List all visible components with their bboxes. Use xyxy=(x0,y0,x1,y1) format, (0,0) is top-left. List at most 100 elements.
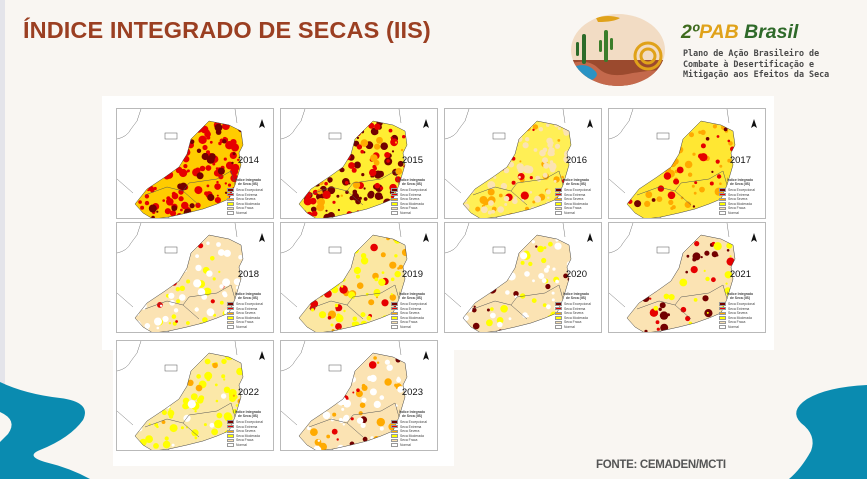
legend-item: Seca Excepcional xyxy=(227,420,269,425)
legend-label: Normal xyxy=(236,324,247,329)
legend-label: Normal xyxy=(564,210,575,215)
legend-swatch xyxy=(719,302,726,306)
drought-map-icon xyxy=(609,223,736,332)
legend-swatch xyxy=(719,211,726,215)
legend-label: Seca Severa xyxy=(400,429,420,434)
legend-item: Normal xyxy=(227,325,269,330)
legend-label: Seca Moderada xyxy=(236,201,260,206)
north-arrow-icon xyxy=(259,119,265,128)
brand-prefix: 2º xyxy=(681,21,699,43)
legend-item: Seca Fraca xyxy=(227,438,269,443)
legend-swatch xyxy=(227,188,234,192)
legend-label: Normal xyxy=(236,210,247,215)
map-panel-2014: 2014 Índice Integrado de Seca (IIS) Seca … xyxy=(116,108,274,219)
map-year-label: 2020 xyxy=(565,269,587,280)
legend-label: Seca Extrema xyxy=(236,306,258,311)
map-year-label: 2023 xyxy=(401,387,423,398)
legend-item: Seca Moderada xyxy=(391,202,433,207)
legend-label: Normal xyxy=(236,442,247,447)
legend-title-line: de Seca (IIS) xyxy=(565,296,587,301)
legend-label: Normal xyxy=(400,442,411,447)
legend-item: Seca Severa xyxy=(391,311,433,316)
map-panel-2020: 2020 Índice Integrado de Seca (IIS) Seca … xyxy=(444,222,602,333)
legend-label: Seca Excepcional xyxy=(728,187,755,192)
legend-swatch xyxy=(555,302,562,306)
legend-label: Seca Moderada xyxy=(236,433,260,438)
legend-title: Índice Integrado de Seca (IIS) xyxy=(391,178,433,187)
legend-title-line: Índice Integrado xyxy=(562,292,590,296)
map-panel-2018: 2018 Índice Integrado de Seca (IIS) Seca … xyxy=(116,222,274,333)
legend-item: Seca Severa xyxy=(227,197,269,202)
legend-swatch xyxy=(227,307,234,311)
legend-title-line: Índice Integrado xyxy=(398,410,426,414)
map-panel-2023: 2023 Índice Integrado de Seca (IIS) Seca … xyxy=(280,340,438,451)
legend-swatch xyxy=(227,211,234,215)
legend-swatch xyxy=(555,193,562,197)
legend-item: Seca Moderada xyxy=(391,316,433,321)
legend-label: Normal xyxy=(564,324,575,329)
legend-label: Seca Extrema xyxy=(236,192,258,197)
legend-item: Seca Excepcional xyxy=(719,302,761,307)
legend-item: Seca Excepcional xyxy=(227,302,269,307)
legend-title-line: de Seca (IIS) xyxy=(237,414,259,419)
legend-swatch xyxy=(555,211,562,215)
source-credit: FONTE: CEMADEN/MCTI xyxy=(596,459,726,471)
legend-swatch xyxy=(227,420,234,424)
legend-label: Seca Extrema xyxy=(564,192,586,197)
legend-label: Seca Fraca xyxy=(236,320,254,325)
drought-map-icon xyxy=(117,341,244,450)
legend-item: Normal xyxy=(555,211,597,216)
legend-item: Seca Severa xyxy=(555,197,597,202)
legend-label: Seca Fraca xyxy=(400,320,418,325)
legend-swatch xyxy=(719,316,726,320)
legend-label: Seca Severa xyxy=(236,429,256,434)
legend-label: Normal xyxy=(400,324,411,329)
legend-swatch xyxy=(227,197,234,201)
legend-label: Seca Severa xyxy=(236,197,256,202)
legend-item: Seca Fraca xyxy=(719,320,761,325)
pab-logo-icon xyxy=(571,14,665,86)
legend-item: Normal xyxy=(555,325,597,330)
legend-swatch xyxy=(555,188,562,192)
map-year-label: 2022 xyxy=(237,387,259,398)
legend-swatch xyxy=(391,307,398,311)
legend-item: Seca Severa xyxy=(555,311,597,316)
drought-map-icon xyxy=(117,109,244,218)
legend-label: Seca Moderada xyxy=(728,201,752,206)
legend-item: Normal xyxy=(391,443,433,448)
wave-right-icon xyxy=(789,385,867,479)
brand-suffix: Brasil xyxy=(738,21,799,43)
legend-item: Normal xyxy=(391,325,433,330)
legend-label: Normal xyxy=(728,210,739,215)
map-panel-2019: 2019 Índice Integrado de Seca (IIS) Seca … xyxy=(280,222,438,333)
legend-item: Normal xyxy=(227,443,269,448)
legend-swatch xyxy=(227,320,234,325)
legend-label: Seca Extrema xyxy=(400,306,422,311)
legend-item: Seca Extrema xyxy=(555,192,597,197)
north-arrow-icon xyxy=(751,233,757,242)
legend-item: Seca Extrema xyxy=(555,306,597,311)
legend-item: Seca Severa xyxy=(391,197,433,202)
legend-swatch xyxy=(555,320,562,325)
legend-swatch xyxy=(227,325,234,329)
map-legend: Índice Integrado de Seca (IIS) Seca Excep… xyxy=(555,178,597,215)
legend-swatch xyxy=(227,425,234,429)
legend-label: Seca Moderada xyxy=(564,201,588,206)
legend-title-line: Índice Integrado xyxy=(726,292,754,296)
legend-item: Seca Excepcional xyxy=(555,188,597,193)
legend-item: Seca Extrema xyxy=(227,306,269,311)
legend-label: Seca Severa xyxy=(564,311,584,316)
legend-swatch xyxy=(391,193,398,197)
slide-left-edge xyxy=(0,0,5,479)
map-legend: Índice Integrado de Seca (IIS) Seca Excep… xyxy=(391,178,433,215)
legend-title-line: Índice Integrado xyxy=(234,178,262,182)
north-arrow-icon xyxy=(423,351,429,360)
legend-item: Seca Moderada xyxy=(719,316,761,321)
legend-swatch xyxy=(555,202,562,206)
map-year-label: 2017 xyxy=(729,155,751,166)
legend-item: Seca Fraca xyxy=(391,438,433,443)
drought-map-icon xyxy=(117,223,244,332)
page-title: ÍNDICE INTEGRADO DE SECAS (IIS) xyxy=(23,17,431,43)
legend-swatch xyxy=(555,197,562,201)
map-panel-2015: 2015 Índice Integrado de Seca (IIS) Seca … xyxy=(280,108,438,219)
